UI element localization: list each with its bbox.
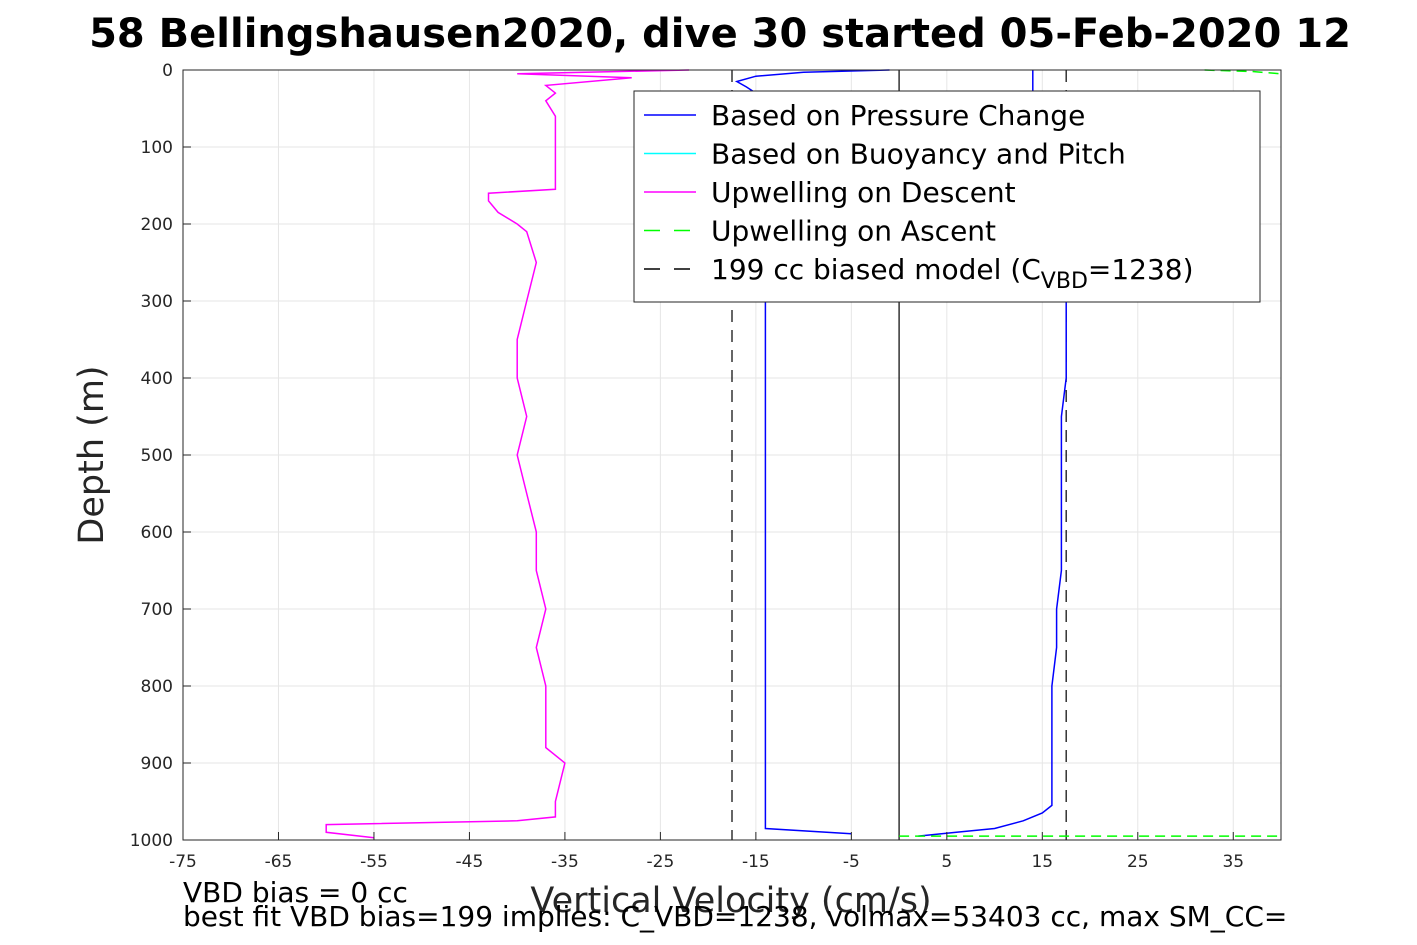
x-tick-label: -75 (169, 852, 197, 872)
y-tick-label: 300 (141, 292, 173, 312)
chart-title: 58 Bellingshausen2020, dive 30 started 0… (89, 11, 1351, 57)
series-line-3 (1204, 69, 1282, 75)
x-tick-label: -25 (647, 852, 675, 872)
x-tick-label: -15 (742, 852, 770, 872)
y-tick-label: 200 (141, 215, 173, 235)
y-tick-labels: 0 100 200 300 400 500 600 700 800 900 1000 (130, 61, 191, 851)
chart-legend: Based on Pressure Change Based on Buoyanc… (633, 90, 1261, 303)
y-tick-label: 600 (141, 523, 173, 543)
y-tick-label: 500 (141, 446, 173, 466)
vbd-bias-note: VBD bias = 0 cc (183, 876, 408, 909)
y-tick-label: 400 (141, 369, 173, 389)
x-tick-label: -5 (843, 852, 860, 872)
y-tick-label: 900 (141, 754, 173, 774)
series-line-2 (325, 69, 690, 839)
legend-label: 199 cc biased model (CVBD=1238) (711, 253, 1194, 294)
y-tick-label: 700 (141, 600, 173, 620)
x-tick-label: -65 (265, 852, 293, 872)
y-tick-label: 800 (141, 677, 173, 697)
x-tick-labels: -75 -65 -55 -45 -35 -25 -15 -5 5 15 25 35 (169, 832, 1244, 872)
y-tick-label: 0 (162, 61, 173, 81)
y-tick-label: 1000 (130, 831, 173, 851)
best-fit-note: best fit VBD bias=199 implies: C_VBD=123… (183, 900, 1288, 933)
y-tick-label: 100 (141, 138, 173, 158)
legend-label: Based on Buoyancy and Pitch (711, 138, 1126, 171)
legend-label: Based on Pressure Change (711, 99, 1085, 132)
legend-label: Upwelling on Ascent (711, 215, 996, 248)
x-tick-label: 25 (1127, 852, 1149, 872)
x-tick-label: 5 (941, 852, 952, 872)
y-axis-label: Depth (m) (72, 365, 112, 544)
legend-box (633, 90, 1261, 303)
x-tick-label: 35 (1222, 852, 1244, 872)
x-axis-label: Vertical Velocity (cm/s) (530, 881, 931, 921)
x-tick-label: 15 (1031, 852, 1053, 872)
x-tick-label: -45 (456, 852, 484, 872)
legend-label: Upwelling on Descent (711, 176, 1016, 209)
x-tick-label: -35 (551, 852, 579, 872)
x-tick-label: -55 (360, 852, 388, 872)
